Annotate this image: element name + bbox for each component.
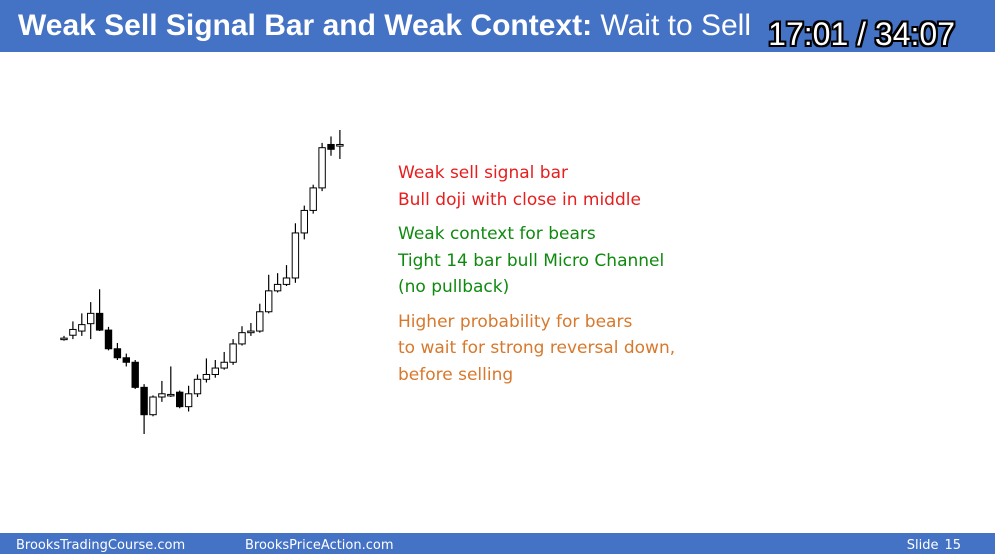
- candle: [184, 385, 193, 412]
- candle: [300, 205, 309, 240]
- bear-candle-body: [176, 391, 184, 408]
- bull-candle-body: [87, 312, 95, 325]
- bull-candle-body: [238, 332, 246, 345]
- bull-candle-body: [184, 393, 193, 408]
- title-normal-part: Wait to Sell: [600, 9, 752, 42]
- bull-candle-body: [229, 343, 237, 363]
- footer-left-link[interactable]: BrooksTradingCourse.com: [16, 538, 186, 553]
- candle: [176, 390, 184, 409]
- candle: [113, 342, 122, 361]
- candle: [167, 366, 175, 398]
- bull-candle-body: [202, 373, 211, 380]
- bull-candle-body: [167, 393, 175, 397]
- candle: [336, 130, 344, 159]
- candle: [309, 184, 317, 214]
- bear-candle-body: [131, 361, 139, 388]
- bear-candle-body: [122, 357, 130, 363]
- candle: [220, 351, 228, 370]
- bear-candle-body: [113, 348, 122, 359]
- candle: [318, 142, 326, 192]
- candle: [140, 384, 148, 434]
- bull-candle-body: [69, 328, 77, 336]
- bull-candle-body: [211, 367, 220, 375]
- candle: [282, 265, 291, 287]
- note-line: before selling: [398, 364, 514, 385]
- candle: [291, 223, 300, 283]
- bull-candle-body: [318, 147, 326, 189]
- candle: [69, 321, 77, 340]
- footer-bar: BrooksTradingCourse.com BrooksPriceActio…: [0, 533, 995, 554]
- candle: [149, 395, 157, 417]
- bull-candle-body: [336, 143, 344, 147]
- title-bar: Weak Sell Signal Bar and Weak Context: W…: [0, 0, 995, 52]
- candle: [131, 360, 139, 389]
- bear-candle-body: [95, 312, 104, 331]
- bull-candle-body: [282, 277, 291, 285]
- candle: [122, 353, 130, 367]
- candle: [265, 274, 273, 314]
- footer-middle-link[interactable]: BrooksPriceAction.com: [245, 538, 394, 553]
- slide-title: Weak Sell Signal Bar and Weak Context: W…: [18, 6, 751, 46]
- candle: [247, 323, 255, 336]
- note-line: to wait for strong reversal down,: [398, 338, 676, 358]
- candle: [211, 360, 220, 378]
- bull-candle-body: [158, 393, 166, 398]
- candle: [229, 339, 237, 365]
- candle: [104, 326, 113, 351]
- bull-candle-body: [256, 311, 264, 332]
- candle: [95, 289, 104, 332]
- annotation-notes: Weak sell signal bar Bull doji with close…: [398, 160, 818, 396]
- candle: [256, 303, 264, 333]
- bull-candle-body: [300, 209, 309, 234]
- bull-candle-body: [273, 283, 282, 292]
- candle: [78, 313, 86, 336]
- slide-number: 15: [944, 538, 961, 553]
- bull-candle-body: [220, 361, 228, 369]
- note-line: Tight 14 bar bull Micro Channel: [398, 250, 665, 271]
- bear-candle-body: [140, 386, 148, 416]
- candle: [60, 335, 68, 341]
- slide-counter: Slide 15: [907, 535, 961, 554]
- bull-candle-body: [193, 378, 202, 395]
- bull-candle-body: [60, 337, 68, 341]
- candle: [87, 302, 95, 340]
- note-group: Higher probability for bears to wait for …: [398, 309, 818, 389]
- note-line: Weak context for bears: [398, 224, 596, 244]
- note-line: Bull doji with close in middle: [398, 189, 641, 210]
- candle: [202, 358, 211, 383]
- note-group: Weak context for bears Tight 14 bar bull …: [398, 221, 818, 301]
- title-bold-part: Weak Sell Signal Bar and Weak Context:: [18, 9, 593, 42]
- candle: [193, 374, 202, 398]
- note-line: Weak sell signal bar: [398, 163, 568, 183]
- bull-candle-body: [309, 187, 317, 211]
- bull-candle-body: [247, 330, 255, 334]
- bull-candle-body: [78, 324, 86, 332]
- candle: [273, 273, 282, 293]
- bull-candle-body: [149, 396, 157, 416]
- candle: [158, 380, 166, 402]
- slide-label: Slide: [906, 538, 939, 553]
- bear-candle-body: [104, 329, 113, 350]
- note-line: (no pullback): [398, 277, 510, 297]
- bull-candle-body: [265, 290, 273, 313]
- candle: [327, 136, 335, 156]
- video-timestamp: 17:01 / 34:07: [768, 16, 955, 52]
- bull-candle-body: [291, 232, 300, 279]
- note-line: Higher probability for bears: [398, 311, 633, 332]
- candle: [238, 326, 246, 346]
- note-group: Weak sell signal bar Bull doji with close…: [398, 160, 818, 213]
- bear-candle-body: [327, 143, 335, 150]
